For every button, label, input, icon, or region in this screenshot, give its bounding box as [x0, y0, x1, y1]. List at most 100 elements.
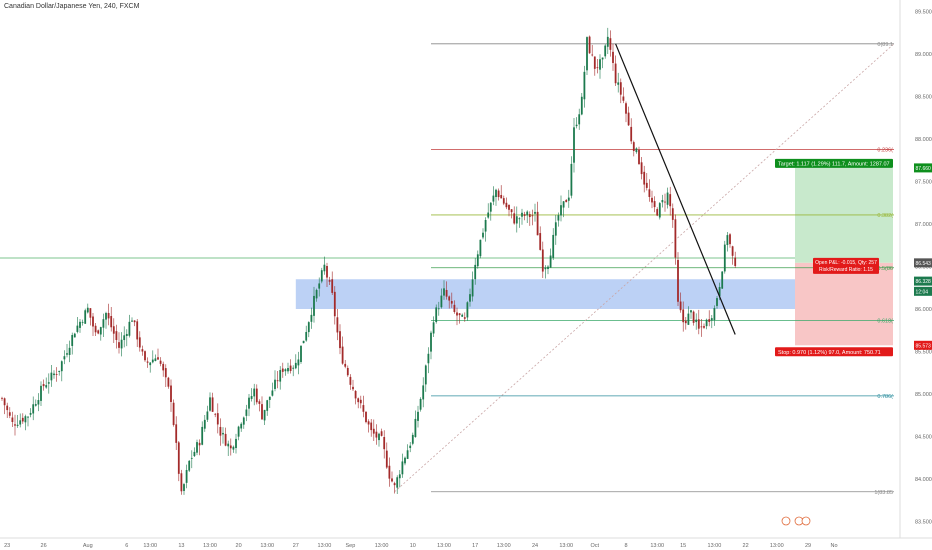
candle-body [11, 417, 14, 422]
fib-level-label: 0.382( [877, 213, 893, 219]
price-tick-label: 85.000 [915, 392, 932, 398]
candle-body [50, 372, 53, 381]
time-tick-label: 13:00 [318, 543, 332, 549]
target-zone[interactable] [795, 167, 893, 263]
time-tick-label: 10 [410, 543, 416, 549]
candle-body [385, 450, 388, 468]
candle-body [6, 405, 9, 411]
fib-level-label: 0.786( [877, 394, 893, 400]
candle-body [294, 362, 297, 369]
price-tick-label: 89.000 [915, 52, 932, 58]
fib-level-label: 0.236( [877, 148, 893, 154]
fib-level-label: 0(89.1 [877, 42, 893, 48]
candle-body [222, 432, 224, 435]
candle-body [177, 442, 180, 474]
candle-body [404, 457, 406, 464]
candle-body [250, 396, 253, 399]
candle-body [359, 399, 362, 404]
time-tick-label: 24 [532, 543, 538, 549]
candle-body [541, 249, 544, 272]
candle-body [476, 254, 479, 267]
candle-body [521, 212, 523, 217]
candle-body [492, 195, 495, 202]
candle-body [627, 112, 630, 126]
candle-body [170, 385, 172, 402]
candle-body [552, 234, 555, 258]
candle-body [539, 233, 542, 250]
stop-zone[interactable] [795, 262, 893, 346]
support-zone[interactable] [295, 279, 795, 309]
candle-body [1, 397, 3, 399]
candle-body [21, 417, 24, 422]
candle-body [651, 197, 653, 203]
candle-body [53, 373, 55, 376]
candle-body [346, 367, 349, 376]
candle-body [261, 404, 263, 420]
candle-body [289, 365, 292, 372]
candle-body [510, 209, 513, 213]
candle-body [731, 246, 734, 256]
candle-body [8, 412, 11, 416]
time-tick-label: 20 [236, 543, 242, 549]
price-tick-label: 87.000 [915, 222, 932, 228]
candle-body [97, 330, 100, 334]
candle-body [115, 331, 118, 340]
candle-body [271, 390, 274, 396]
candle-body [580, 96, 583, 115]
candle-body [357, 398, 360, 403]
candle-body [66, 353, 68, 355]
candle-body [692, 311, 695, 323]
candle-body [68, 347, 71, 355]
candle-body [658, 203, 661, 218]
candle-body [333, 291, 336, 317]
candle-body [398, 474, 401, 479]
candle-body [406, 450, 409, 459]
candle-body [60, 361, 63, 372]
candle-body [677, 259, 679, 302]
event-marker-icon[interactable] [781, 516, 791, 526]
candle-body [474, 264, 477, 280]
candle-body [310, 314, 313, 322]
candle-body [58, 370, 61, 372]
candle-body [456, 312, 458, 316]
candle-body [593, 56, 596, 69]
candle-body [133, 320, 136, 323]
time-tick-label: 13:00 [375, 543, 389, 549]
candle-body [619, 82, 622, 95]
candle-body [128, 321, 131, 336]
price-tag-box [914, 258, 932, 268]
candle-body [32, 404, 35, 414]
event-marker-icon[interactable] [801, 516, 811, 526]
candle-body [297, 359, 300, 366]
candle-body [648, 189, 651, 197]
price-tick-label: 89.500 [915, 10, 932, 16]
candle-body [151, 359, 154, 363]
candle-body [414, 418, 417, 438]
candle-body [175, 424, 178, 443]
candle-body [567, 197, 570, 201]
candle-body [76, 325, 79, 332]
candle-body [284, 369, 287, 372]
candle-body [557, 215, 560, 221]
trendline[interactable] [615, 43, 736, 335]
price-tag-label: 86.543 [916, 261, 932, 267]
candle-body [591, 54, 594, 56]
candle-body [27, 416, 29, 418]
candle-body [118, 342, 120, 348]
time-tick-label: 23 [4, 543, 10, 549]
candle-body [372, 428, 375, 434]
candle-body [453, 304, 456, 313]
candle-body [40, 385, 42, 401]
candle-body [281, 368, 284, 372]
candle-body [515, 216, 518, 224]
fib-level-label: 0.5(86 [877, 266, 893, 272]
time-tick-label: No [830, 543, 837, 549]
candle-body [526, 211, 529, 216]
candle-body [131, 320, 133, 322]
candle-body [448, 296, 451, 301]
time-tick-label: 26 [41, 543, 47, 549]
candle-body [713, 308, 716, 320]
candle-body [401, 461, 404, 475]
candle-body [206, 411, 209, 420]
